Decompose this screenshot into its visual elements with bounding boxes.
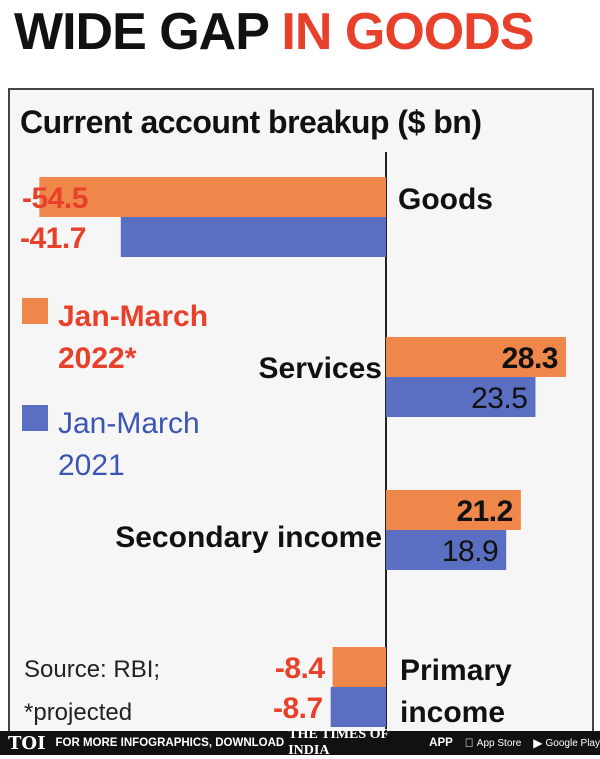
bar-secondary-income-series-1 <box>386 490 521 530</box>
footer-promo: FOR MORE INFOGRAPHICS, DOWNLOAD <box>55 737 285 749</box>
apple-icon:  <box>465 736 474 750</box>
bar-goods-series-2 <box>120 217 387 257</box>
legend-label-1-line1: Jan-March <box>58 300 208 333</box>
bar-primary-income-series-2 <box>330 687 386 727</box>
legend-swatch-2 <box>22 405 48 431</box>
bar-primary-income-series-1 <box>332 647 386 687</box>
source-note: Source: RBI; <box>24 656 160 683</box>
bar-services-series-2 <box>386 377 536 417</box>
value-label-goods-series-1: -54.5 <box>22 182 88 215</box>
value-label-primary-income-series-2: -8.7 <box>273 692 323 725</box>
footer-app: APP <box>429 737 453 749</box>
category-label-secondary-income: Secondary income <box>115 521 382 554</box>
legend-label-1-line2: 2022* <box>58 342 137 375</box>
bar-chart: -54.5 -41.7 28.3 23.5 21.2 18.9 -8.4 -8.7 Goods S… <box>20 152 566 731</box>
projected-note: *projected <box>24 699 132 726</box>
chart-title: Current account breakup ($ bn) <box>20 104 482 140</box>
bar-secondary-income-series-2 <box>386 530 507 570</box>
play-icon: ▶ <box>532 736 542 750</box>
bar-goods-series-1 <box>39 177 386 217</box>
category-label-services: Services <box>259 352 382 385</box>
google-play-badge[interactable]: ▶ Google Play <box>533 736 600 750</box>
category-label-goods: Goods <box>398 183 493 216</box>
legend-swatch-1 <box>22 298 48 324</box>
category-label-primary-income-line1: Primary <box>400 654 512 687</box>
value-label-goods-series-2: -41.7 <box>20 222 86 255</box>
value-label-secondary-income-series-1: 21.2 <box>456 495 512 528</box>
value-label-services-series-2: 23.5 <box>471 382 527 415</box>
value-label-secondary-income-series-2: 18.9 <box>442 535 498 568</box>
legend-label-2-line2: 2021 <box>58 449 125 482</box>
toi-logo: TOI <box>8 732 46 754</box>
google-play-label: Google Play <box>544 737 600 749</box>
headline-part1: WIDE GAP <box>14 3 269 61</box>
value-label-services-series-1: 28.3 <box>502 342 558 375</box>
legend-label-2-line1: Jan-March <box>58 407 200 440</box>
app-store-badge[interactable]:  App Store <box>465 736 521 750</box>
footer-brand: THE TIMES OF INDIA <box>288 727 389 758</box>
value-label-primary-income-series-1: -8.4 <box>275 652 326 685</box>
footer-bar: TOI FOR MORE INFOGRAPHICS, DOWNLOAD THE … <box>0 727 600 758</box>
category-label-primary-income-line2: income <box>400 696 505 729</box>
app-store-label: App Store <box>475 737 521 749</box>
bar-services-series-1 <box>386 337 566 377</box>
headline-part2: IN GOODS <box>281 3 534 61</box>
headline: WIDE GAP IN GOODS <box>14 3 534 61</box>
